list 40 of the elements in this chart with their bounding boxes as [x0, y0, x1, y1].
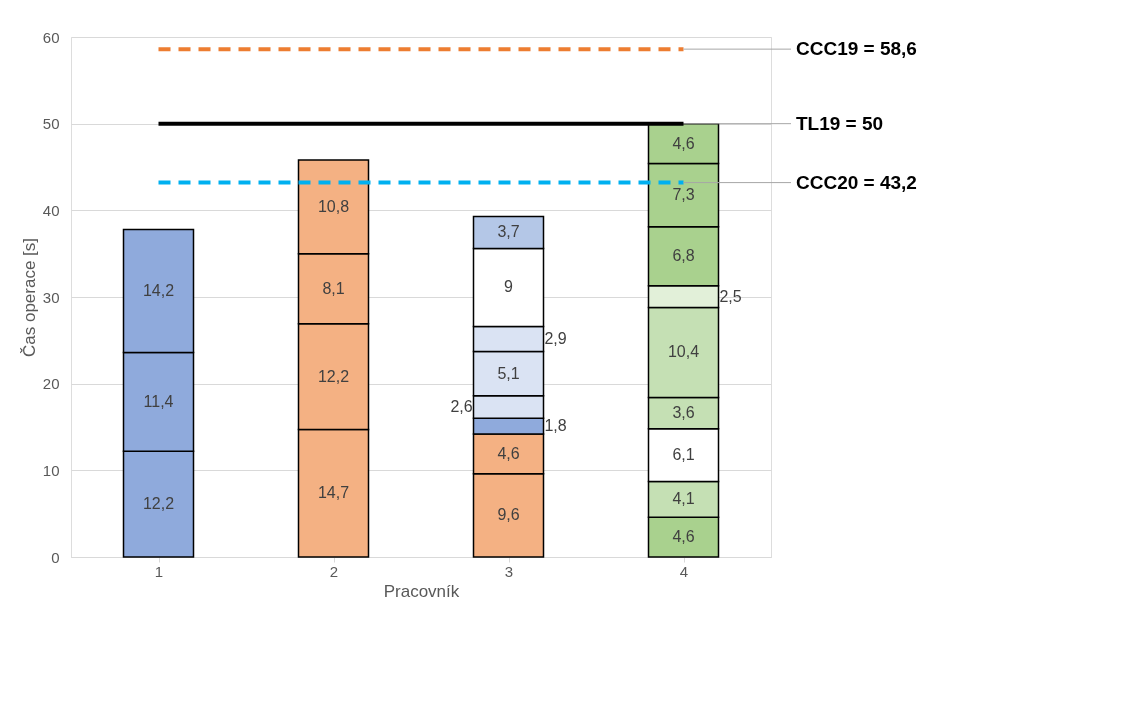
ref-line-label: TL19 = 50: [796, 112, 884, 134]
ref-line-label: CCC19 = 58,6: [796, 38, 917, 60]
x-tick-label: 3: [504, 562, 514, 580]
data-label: 12,2: [317, 367, 350, 385]
data-label: 5,1: [497, 364, 520, 382]
data-label: 6,8: [672, 247, 695, 265]
data-label: 11,4: [143, 392, 174, 410]
ref-line-label: CCC20 = 43,2: [796, 171, 917, 193]
data-label: 4,6: [497, 444, 520, 462]
data-label: 9,6: [497, 506, 520, 524]
data-label: 7,3: [672, 186, 695, 204]
data-label: 4,1: [672, 490, 695, 508]
x-tick-label: 4: [679, 562, 689, 580]
data-label: 3,6: [672, 404, 695, 422]
data-label: 14,7: [317, 484, 350, 502]
y-tick-label: 60: [42, 28, 60, 46]
data-label: 9: [504, 278, 514, 296]
data-label: 8,1: [322, 279, 345, 297]
data-label: 4,6: [672, 134, 695, 152]
data-label: 2,5: [719, 287, 742, 305]
y-tick-label: 0: [51, 548, 60, 566]
y-tick-label: 20: [42, 375, 60, 393]
data-label: 4,6: [672, 528, 695, 546]
x-tick-label: 1: [154, 562, 164, 580]
data-label: 3,7: [497, 223, 520, 241]
y-tick-label: 10: [42, 461, 60, 479]
x-axis-title: Pracovník: [383, 581, 460, 601]
data-label: 12,2: [142, 495, 175, 513]
data-label: 10,8: [317, 197, 350, 215]
data-label: 10,4: [667, 343, 700, 361]
data-label: 14,2: [142, 281, 175, 299]
data-label: 6,1: [672, 446, 695, 464]
y-tick-label: 50: [42, 115, 60, 133]
y-tick-label: 30: [42, 288, 60, 306]
data-label: 2,9: [544, 330, 567, 348]
data-label: 2,6: [450, 398, 473, 416]
data-label: 1,8: [544, 417, 567, 435]
y-tick-label: 40: [42, 201, 60, 219]
y-axis-title: Čas operace [s]: [19, 237, 39, 358]
x-tick-label: 2: [329, 562, 339, 580]
